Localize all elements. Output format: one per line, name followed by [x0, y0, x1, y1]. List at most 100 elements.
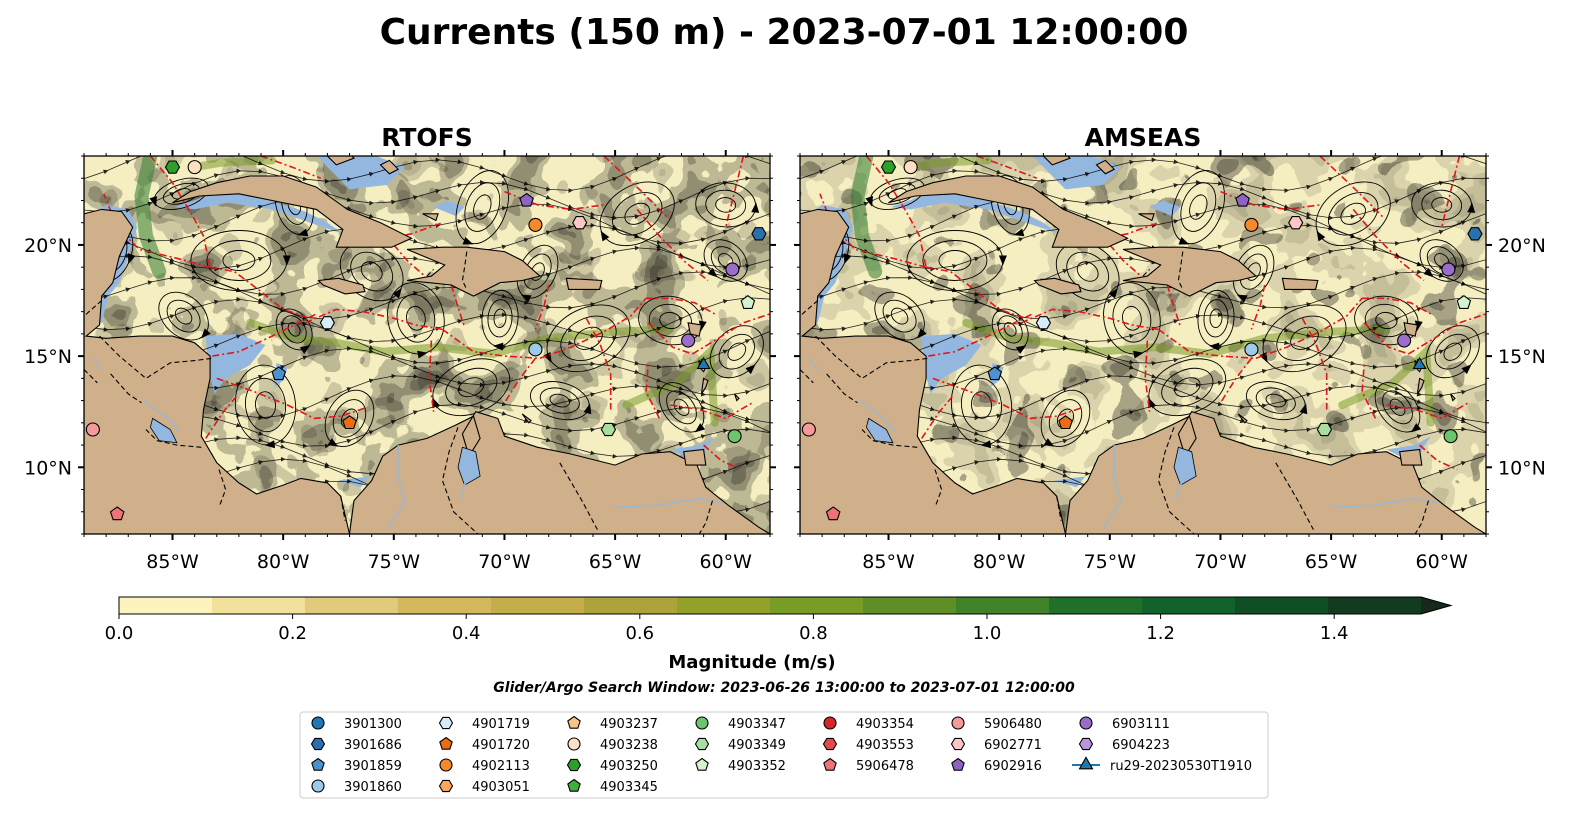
legend-label: 4903237: [600, 717, 658, 732]
legend-marker: [438, 779, 454, 793]
legend-label: 4903238: [600, 738, 658, 753]
legend-marker: [566, 758, 582, 772]
legend-item: 4903354: [823, 716, 914, 732]
eez-boundary: [647, 322, 693, 355]
map-frame: [83, 155, 771, 535]
streamline-arrow: [1461, 364, 1472, 375]
land: [521, 413, 532, 424]
legend-label: 4903352: [728, 759, 786, 774]
colorbar-segment: [863, 597, 957, 614]
country-border: [110, 373, 142, 404]
legend-marker: [1079, 716, 1093, 730]
land: [84, 156, 351, 534]
land: [1095, 159, 1116, 175]
country-border: [441, 427, 479, 534]
eez-boundary: [1301, 317, 1328, 410]
float-marker: [1058, 415, 1073, 430]
eez-boundary: [1361, 362, 1377, 419]
legend-marker: [438, 716, 454, 730]
lon-tick-label: 65°W: [1305, 551, 1358, 573]
float-marker: [85, 422, 100, 437]
legend-item: 4903238: [567, 737, 658, 753]
panel-title: AMSEAS: [1085, 123, 1202, 152]
legend-label: 4903250: [600, 759, 658, 774]
eez-boundary: [865, 156, 927, 268]
legend-item: 6902771: [950, 737, 1042, 753]
colorbar-segment: [305, 597, 399, 614]
river: [1331, 497, 1438, 509]
colorbar-tick-label: 0.6: [625, 623, 654, 644]
float-marker: [1467, 227, 1483, 241]
lat-tick-label: 15°N: [1498, 346, 1546, 368]
legend-label: 4903354: [856, 717, 914, 732]
river: [808, 357, 819, 370]
legend-marker: [951, 757, 965, 771]
float-marker: [1316, 422, 1333, 437]
lon-tick-label: 60°W: [700, 551, 753, 573]
colorbar-tick-label: 1.4: [1320, 623, 1349, 644]
streamline: [84, 196, 770, 246]
lake: [865, 417, 894, 444]
country-border: [826, 373, 858, 404]
lat-tick-label: 20°N: [1498, 235, 1546, 257]
panel-amseas: AMSEAS 85°W 80°W 75°W 70°W 65°W 60°W 20°N 15°N 10…: [794, 123, 1546, 573]
land: [800, 156, 1067, 534]
legend-label: 4903347: [728, 717, 786, 732]
float-marker: [681, 333, 696, 348]
country-border: [1157, 427, 1195, 534]
lon-tick-label: 85°W: [862, 551, 915, 573]
legend-label: 4903345: [600, 780, 658, 795]
land: [888, 175, 1129, 248]
legend-item: 4903349: [694, 737, 786, 753]
legend-item: 3901859: [311, 757, 402, 774]
map-frame: [799, 155, 1487, 535]
colorbar-segment: [119, 597, 213, 614]
float-markers: [801, 160, 1483, 521]
float-marker: [342, 415, 357, 430]
land: [379, 159, 400, 175]
country-border: [800, 300, 819, 317]
legend: 3901300 3901686 3901859 3901860 4901719 49017…: [299, 711, 1269, 799]
eez-boundary: [205, 395, 238, 439]
float-marker: [572, 216, 588, 230]
legend-label: 6902916: [984, 759, 1042, 774]
lon-tick-label: 80°W: [973, 551, 1026, 573]
land: [687, 322, 703, 337]
eez-boundary: [1020, 308, 1159, 331]
float-marker: [1035, 316, 1052, 330]
country-border: [800, 369, 814, 384]
eez-boundary: [304, 308, 443, 331]
float-marker: [696, 356, 711, 370]
colorbar-segment: [770, 597, 864, 614]
colorbar-segment: [584, 597, 678, 614]
eez-boundary: [646, 297, 716, 315]
legend-marker: [823, 757, 837, 771]
land: [1281, 277, 1319, 290]
colorbar-tick-label: 0.8: [799, 623, 828, 644]
legend-marker: [823, 716, 837, 730]
legend-marker: [311, 716, 325, 730]
float-marker: [164, 160, 181, 174]
legend-label: 6903111: [1112, 717, 1170, 732]
country-border: [1142, 269, 1150, 277]
panel-rtofs: RTOFS 85°W 80°W 75°W 70°W 65°W 60°W 20°N 15°N 10°…: [24, 123, 776, 573]
country-border: [1275, 462, 1314, 530]
legend-item: 4903051: [438, 779, 530, 795]
country-border: [1056, 496, 1062, 521]
legend-marker: [439, 736, 453, 750]
float-marker: [825, 506, 841, 521]
eez-boundary: [260, 156, 322, 179]
eez-boundary: [1091, 221, 1159, 242]
float-marker: [880, 160, 897, 174]
streamline: [800, 156, 1486, 193]
eez-boundary: [636, 208, 709, 282]
legend-marker: [950, 737, 966, 751]
eez-boundary: [212, 313, 317, 357]
float-marker: [1397, 333, 1412, 348]
legend-marker: [311, 779, 325, 793]
eez-boundary: [216, 377, 368, 420]
land: [1033, 277, 1082, 295]
eez-boundary: [1158, 328, 1256, 360]
float-markers: [85, 160, 767, 521]
